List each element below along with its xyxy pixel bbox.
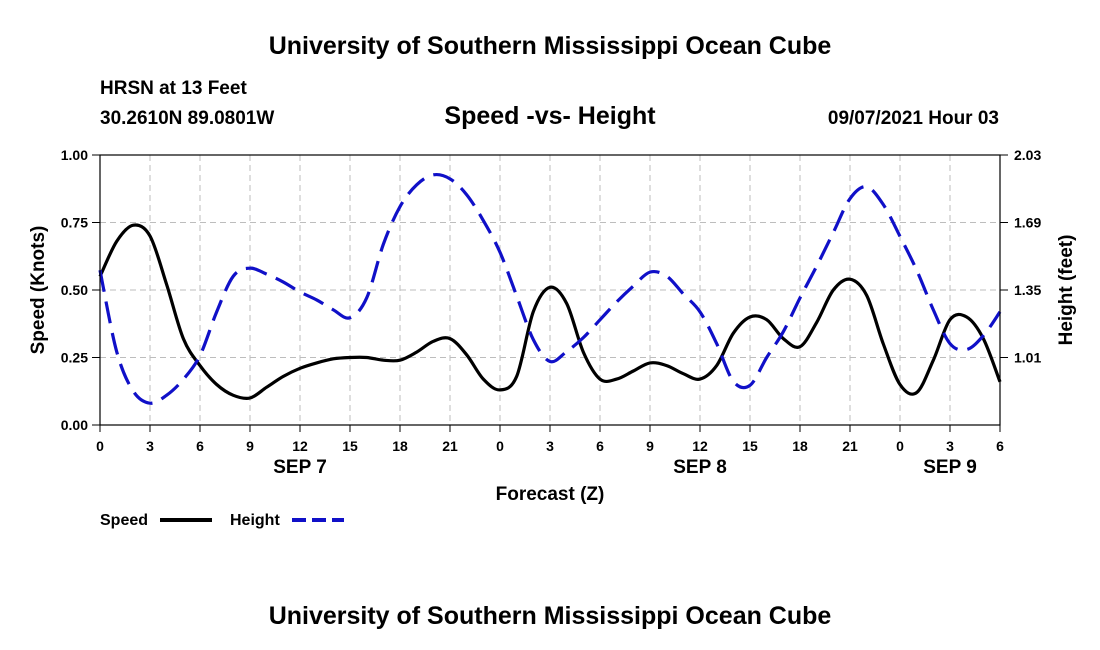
legend: Speed Height	[100, 512, 344, 529]
legend-label-speed: Speed	[100, 512, 148, 529]
axes: 0 3 6 9 12 15 18 21 0 3 6 9 12 15 18 21 0 3 6 SEP 7 SEP 8 SEP…	[61, 147, 1042, 478]
y-axis-right-label: Height (feet)	[1056, 235, 1077, 346]
x-axis-label: Forecast (Z)	[496, 484, 605, 505]
x-tick-label: 3	[146, 438, 154, 454]
station-label: HRSN at 13 Feet	[100, 78, 247, 99]
y-left-tick-label: 0.00	[61, 417, 88, 433]
title-top: University of Southern Mississippi Ocean…	[269, 32, 832, 60]
x-tick-label: 9	[246, 438, 254, 454]
title-bottom: University of Southern Mississippi Ocean…	[269, 602, 832, 630]
chart-title: Speed -vs- Height	[444, 102, 656, 130]
x-tick-label: 12	[292, 438, 308, 454]
x-tick-label: 12	[692, 438, 708, 454]
y-left-tick-label: 0.25	[61, 350, 88, 366]
date-label: SEP 8	[673, 457, 727, 478]
date-label: SEP 7	[273, 457, 327, 478]
y-axis-left-label: Speed (Knots)	[28, 226, 49, 355]
y-right-tick-label: 1.35	[1014, 282, 1041, 298]
datetime-label: 09/07/2021 Hour 03	[828, 108, 999, 129]
series-layer	[98, 172, 1002, 405]
x-tick-label: 3	[946, 438, 954, 454]
x-tick-label: 21	[842, 438, 858, 454]
series-line-height	[98, 172, 1002, 405]
y-right-tick-label: 1.01	[1014, 350, 1041, 366]
y-left-tick-label: 1.00	[61, 147, 88, 163]
y-left-tick-label: 0.75	[61, 215, 88, 231]
x-tick-label: 6	[596, 438, 604, 454]
y-left-tick-label: 0.50	[61, 282, 88, 298]
coords-label: 30.2610N 89.0801W	[100, 108, 274, 129]
x-tick-label: 15	[342, 438, 358, 454]
x-tick-label: 18	[792, 438, 808, 454]
series-line-speed	[98, 223, 1002, 401]
grid-lines	[100, 155, 1000, 425]
y-right-tick-label: 1.69	[1014, 215, 1041, 231]
x-tick-label: 0	[896, 438, 904, 454]
x-tick-label: 3	[546, 438, 554, 454]
x-tick-label: 9	[646, 438, 654, 454]
x-tick-label: 0	[496, 438, 504, 454]
x-tick-label: 6	[196, 438, 204, 454]
legend-label-height: Height	[230, 512, 280, 529]
x-tick-label: 21	[442, 438, 458, 454]
y-right-tick-label: 2.03	[1014, 147, 1041, 163]
x-tick-label: 6	[996, 438, 1004, 454]
x-tick-label: 0	[96, 438, 104, 454]
x-tick-label: 15	[742, 438, 758, 454]
x-tick-label: 18	[392, 438, 408, 454]
date-label: SEP 9	[923, 457, 977, 478]
